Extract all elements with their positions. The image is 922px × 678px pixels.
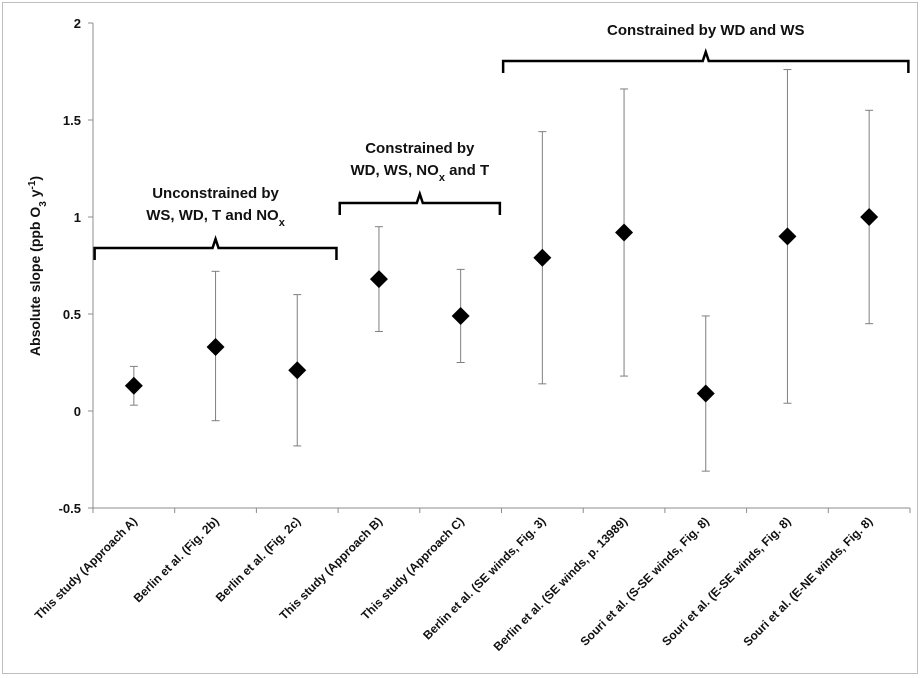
data-point: [696, 384, 715, 403]
y-tick-label: 0.5: [63, 307, 81, 322]
data-point: [451, 306, 470, 325]
group-bracket: [338, 190, 502, 215]
group-label-line2: WS, WD, T and NOx: [146, 207, 285, 229]
y-tick-label: 1.5: [63, 113, 81, 128]
group-bracket: [93, 235, 338, 260]
data-point: [369, 270, 388, 289]
y-tick-label: 0: [74, 404, 81, 419]
data-point: [288, 361, 307, 380]
data-point: [778, 227, 797, 246]
y-tick-label: 2: [74, 16, 81, 31]
y-axis-title: Absolute slope (ppb O3 y-1): [27, 176, 49, 356]
x-category-label: Berlin et al. (Fig. 2c): [213, 514, 304, 605]
group-label-line2: WD, WS, NOx and T: [350, 162, 489, 184]
x-category-label: Souri et al. (S-SE winds, Fig. 8): [577, 514, 711, 648]
group-label-line1: Unconstrained by: [152, 185, 279, 202]
group-label-line1: Constrained by WD and WS: [607, 22, 805, 39]
group-bracket: [501, 48, 910, 73]
y-tick-label: -0.5: [59, 501, 81, 516]
x-category-label: Berlin et al. (Fig. 2b): [131, 514, 222, 605]
x-category-label: Souri et al. (E-SE winds, Fig. 8): [659, 514, 793, 648]
x-category-label: Souri et al. (E-NE winds, Fig. 8): [740, 514, 875, 649]
x-category-label: Berlin et al. (SE winds, p. 13989): [491, 514, 631, 654]
group-label-line1: Constrained by: [365, 140, 475, 157]
data-point: [206, 337, 225, 356]
data-point: [124, 376, 143, 395]
data-point: [860, 208, 879, 226]
data-point: [615, 223, 634, 242]
y-tick-label: 1: [74, 210, 81, 225]
data-point: [533, 248, 552, 267]
x-category-label: This study (Approach A): [32, 514, 140, 622]
